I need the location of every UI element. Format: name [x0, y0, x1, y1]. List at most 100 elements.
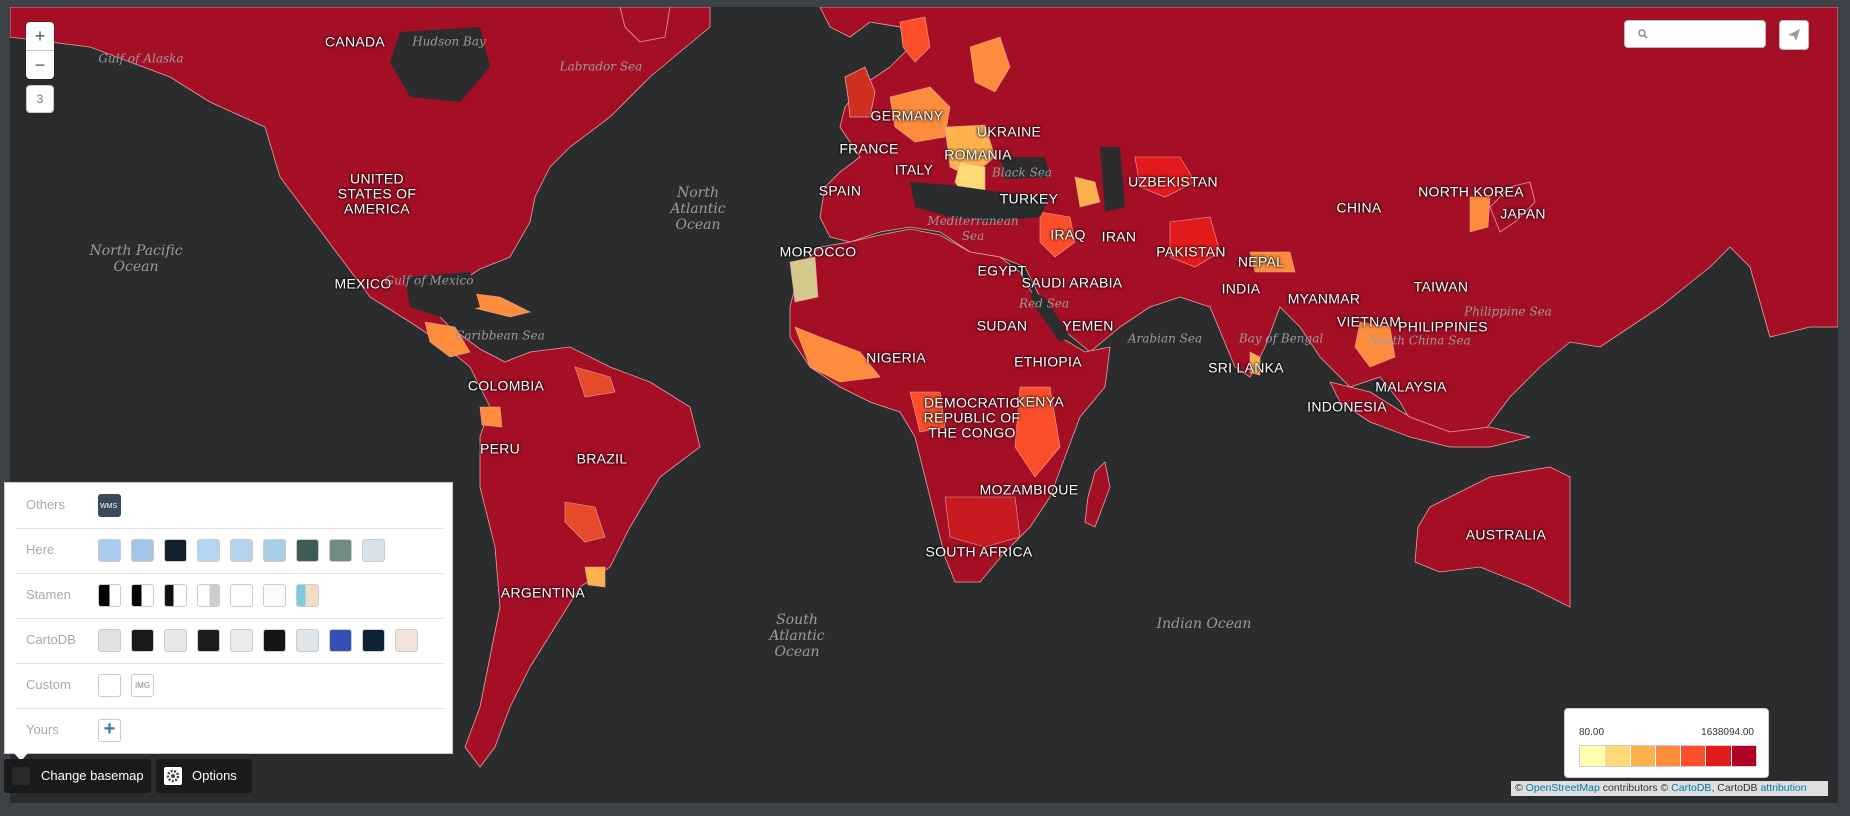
basemap-panel: Others WMS Here Stamen CartoDB Custom IM…: [4, 482, 453, 754]
choropleth-map[interactable]: [10, 7, 1838, 803]
land-australia: [1414, 466, 1571, 608]
basemap-row-label: Custom: [26, 677, 71, 692]
basemap-thumb[interactable]: [296, 539, 319, 562]
basemap-thumb[interactable]: [329, 539, 352, 562]
basemap-thumb[interactable]: [98, 584, 121, 607]
wms-label: WMS: [100, 503, 118, 510]
country-label: ROMANIA: [944, 146, 1012, 163]
land-north-america: [10, 7, 711, 768]
zoom-control: + −: [26, 22, 54, 79]
country-label: TURKEY: [999, 190, 1059, 207]
country-label: DEMOCRATIC REPUBLIC OF THE CONGO: [923, 394, 1021, 441]
country-label: FRANCE: [839, 140, 899, 157]
gear-icon: [164, 767, 182, 785]
country-label: UNITED STATES OF AMERICA: [337, 170, 417, 217]
country-label: INDIA: [1221, 280, 1261, 297]
basemap-row-custom: Custom IMG: [15, 663, 444, 709]
water-label: North Atlantic Ocean: [670, 185, 726, 233]
add-basemap-button[interactable]: +: [98, 719, 121, 742]
basemap-row-label: Here: [26, 542, 55, 557]
basemap-thumb[interactable]: [362, 539, 385, 562]
country-label: IRAQ: [1050, 226, 1086, 243]
land-africa: [789, 228, 1111, 583]
basemap-thumb[interactable]: [362, 629, 385, 652]
change-basemap-label: Change basemap: [41, 768, 144, 783]
country-label: PHILIPPINES: [1398, 318, 1488, 335]
basemap-thumb[interactable]: [197, 539, 220, 562]
basemap-thumb[interactable]: [98, 539, 121, 562]
country-label: UZBEKISTAN: [1128, 173, 1218, 190]
basemap-row-label: Yours: [26, 722, 59, 737]
water-label: Bay of Bengal: [1238, 331, 1324, 346]
zoom-out-button[interactable]: −: [34, 55, 46, 75]
country-label: VIETNAM: [1336, 313, 1402, 330]
legend-swatch: [1706, 746, 1732, 766]
basemap-thumb[interactable]: [230, 584, 253, 607]
basemap-thumb[interactable]: [197, 584, 220, 607]
basemap-thumb[interactable]: [131, 539, 154, 562]
basemap-thumb[interactable]: [164, 584, 187, 607]
basemap-thumb[interactable]: [197, 629, 220, 652]
water-label: Arabian Sea: [1127, 331, 1203, 346]
country-label: AUSTRALIA: [1465, 526, 1547, 543]
openstreetmap-link[interactable]: OpenStreetMap: [1525, 782, 1600, 794]
basemap-thumb[interactable]: [395, 629, 418, 652]
basemap-thumb[interactable]: [164, 539, 187, 562]
choropleth-legend: 80.00 1638094.00: [1564, 708, 1769, 778]
water-label: Labrador Sea: [559, 59, 643, 74]
search-input[interactable]: [1653, 24, 1763, 46]
country-label: MYANMAR: [1287, 290, 1361, 307]
zoom-in-button[interactable]: +: [26, 22, 54, 51]
custom-image-button[interactable]: IMG: [131, 674, 154, 697]
basemap-thumb[interactable]: [263, 584, 286, 607]
basemap-thumb[interactable]: [230, 539, 253, 562]
country-label: SPAIN: [818, 182, 862, 199]
country-label: SRI LANKA: [1208, 359, 1284, 376]
basemap-thumb[interactable]: [98, 629, 121, 652]
legend-swatch: [1681, 746, 1707, 766]
water-label: Philippine Sea: [1464, 304, 1552, 319]
basemap-row-here: Here: [15, 528, 444, 574]
basemap-thumb[interactable]: [263, 539, 286, 562]
country-label: ETHIOPIA: [1014, 353, 1082, 370]
change-basemap-button[interactable]: Change basemap: [4, 759, 151, 793]
water-label: Black Sea: [991, 165, 1053, 180]
map-viewport[interactable]: CANADA UNITED STATES OF AMERICA MEXICO COLOMB…: [10, 7, 1838, 803]
share-button[interactable]: [1779, 20, 1809, 50]
basemap-thumb[interactable]: [230, 629, 253, 652]
options-button[interactable]: Options: [156, 759, 252, 793]
attribution-link[interactable]: attribution: [1760, 782, 1807, 794]
legend-swatch: [1630, 746, 1656, 766]
legend-max: 1638094.00: [1701, 727, 1754, 738]
basemap-thumb[interactable]: [263, 629, 286, 652]
basemap-thumb[interactable]: [131, 584, 154, 607]
water-label: Gulf of Alaska: [98, 51, 184, 66]
basemap-thumb[interactable]: [296, 629, 319, 652]
legend-swatch: [1605, 746, 1631, 766]
country-label: NIGERIA: [866, 349, 926, 366]
attribution: © OpenStreetMap contributors © CartoDB, …: [1511, 781, 1828, 796]
basemap-thumb[interactable]: [296, 584, 319, 607]
country-label: TAIWAN: [1413, 278, 1469, 295]
basemap-thumbnail-icon: [12, 767, 30, 785]
search-box[interactable]: [1624, 20, 1766, 48]
basemap-thumb[interactable]: [329, 629, 352, 652]
country-label: JAPAN: [1500, 205, 1546, 222]
search-icon: [1638, 29, 1648, 39]
land-madagascar: [1084, 461, 1111, 528]
country-label: MALAYSIA: [1375, 378, 1447, 395]
custom-color-swatch[interactable]: [98, 674, 121, 697]
basemap-thumb[interactable]: [131, 629, 154, 652]
basemap-thumb[interactable]: [164, 629, 187, 652]
basemap-thumb-wms[interactable]: WMS: [98, 494, 121, 517]
legend-swatch: [1655, 746, 1682, 766]
country-label: CANADA: [324, 33, 386, 50]
land-indonesia: [1329, 381, 1531, 448]
country-label: IRAN: [1101, 228, 1137, 245]
legend-swatch: [1580, 746, 1606, 766]
land-uk: [844, 66, 876, 118]
country-label: NEPAL: [1237, 253, 1285, 270]
water-label: Gulf of Mexico: [384, 273, 474, 288]
attribution-text: contributors ©: [1602, 782, 1669, 794]
cartodb-link[interactable]: CartoDB: [1671, 782, 1712, 794]
